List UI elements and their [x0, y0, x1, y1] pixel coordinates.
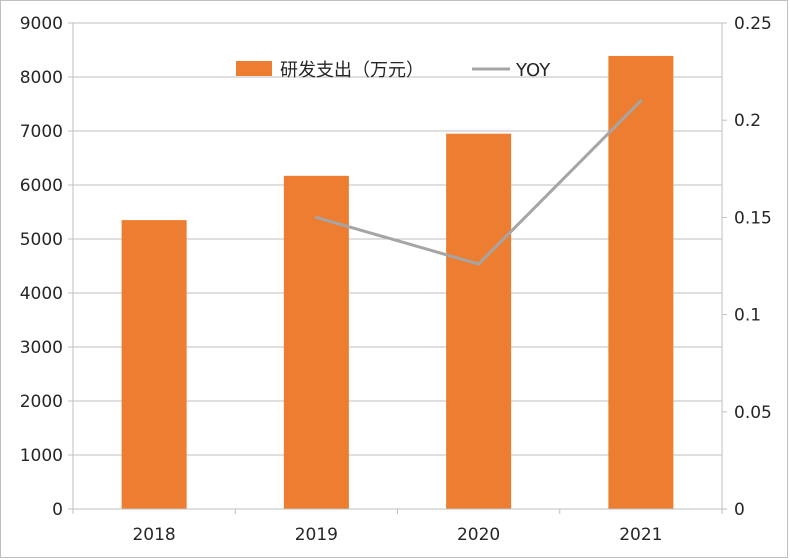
yoy-point-2019: [314, 215, 318, 219]
bar-2021: [608, 55, 674, 509]
legend: 研发支出（万元） YOY: [236, 60, 551, 81]
left-tick-label: 7000: [20, 122, 63, 142]
x-axis-ticks: 2018 2019 2020 2021: [132, 525, 662, 545]
yoy-point-2020: [477, 262, 481, 266]
bar-2018: [121, 220, 187, 509]
axes: [68, 22, 727, 514]
left-tick-label: 8000: [20, 68, 63, 88]
left-tick-label: 3000: [20, 338, 63, 358]
right-tick-label: 0.05: [734, 403, 772, 423]
left-tick-label: 4000: [20, 284, 63, 304]
right-tick-label: 0.25: [734, 14, 772, 34]
right-axis-ticks: 0 0.05 0.1 0.15 0.2 0.25: [734, 14, 772, 520]
left-tick-label: 2000: [20, 392, 63, 412]
right-tick-label: 0.1: [734, 306, 761, 326]
yoy-point-2021: [639, 99, 643, 103]
x-tick-label: 2018: [132, 525, 175, 545]
legend-line-label: YOY: [515, 60, 551, 81]
bar-2020: [446, 133, 512, 509]
bar-2019: [283, 175, 349, 509]
x-tick-label: 2020: [457, 525, 500, 545]
legend-bar-swatch: [236, 61, 272, 76]
x-tick-label: 2021: [619, 525, 662, 545]
x-tick-label: 2019: [295, 525, 338, 545]
left-tick-label: 9000: [20, 14, 63, 34]
bar-series: [121, 55, 674, 509]
legend-bar-label: 研发支出（万元）: [280, 60, 424, 81]
left-tick-label: 1000: [20, 446, 63, 466]
left-axis-ticks: 0 1000 2000 3000 4000 5000 6000 7000 8000 9000: [20, 14, 63, 520]
left-tick-label: 0: [52, 500, 63, 520]
right-tick-label: 0.15: [734, 208, 772, 228]
right-tick-label: 0.2: [734, 111, 761, 131]
left-tick-label: 6000: [20, 176, 63, 196]
right-tick-label: 0: [734, 500, 745, 520]
left-tick-label: 5000: [20, 230, 63, 250]
yoy-line-series: [314, 99, 643, 266]
